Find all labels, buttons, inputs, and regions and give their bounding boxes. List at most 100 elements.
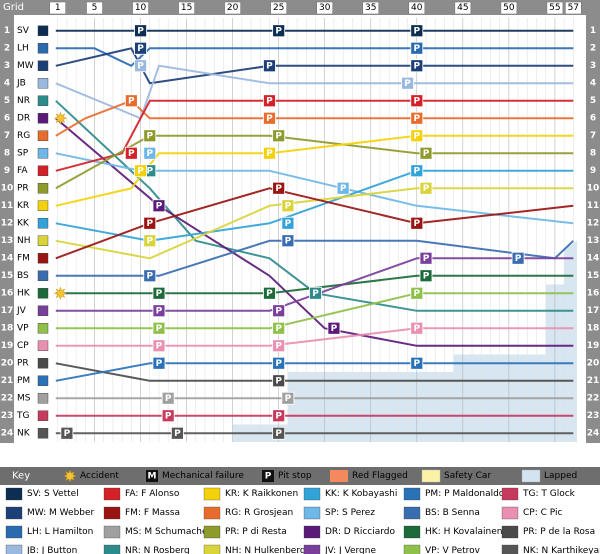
pit-stop-marker [410,356,424,370]
key-driver-swatch [303,544,321,554]
key-driver-label: CP: C Pic [523,508,562,518]
pit-stop-letter: P [423,149,430,159]
grid-color-swatch [37,375,49,386]
legend-mechanical-letter: M [148,472,157,482]
grid-driver-code: SP [17,148,29,158]
pit-stop-marker [152,286,166,300]
grid-position-number: 7 [4,131,10,141]
pit-stop-letter: P [413,166,420,176]
pit-stop-letter: P [275,131,282,141]
pit-stop-letter: P [423,184,430,194]
pit-stop-marker [161,409,175,423]
pit-stop-marker [281,234,295,248]
right-position-band [586,15,600,443]
key-driver-swatch [403,487,421,501]
grid-position-number: 8 [4,148,10,158]
pit-stop-marker [410,111,424,125]
pit-stop-letter: P [156,289,163,299]
grid-color-swatch [37,43,49,54]
pit-stop-letter: P [266,61,273,71]
pit-stop-marker [272,304,286,318]
lap-tick-label: 5 [92,3,98,13]
pit-stop-marker [134,164,147,178]
grid-position-number: 11 [1,201,14,211]
key-driver-swatch [303,506,321,520]
grid-color-swatch [37,253,49,264]
grid-driver-code: KR [17,201,29,211]
key-driver-swatch [5,487,23,501]
lap-tick-box [178,1,195,15]
pit-stop-letter: P [413,26,420,36]
grid-position-number: 15 [1,271,14,281]
pit-stop-marker [143,234,157,248]
grid-position-number: 17 [1,306,14,316]
finish-position-number: 9 [590,166,596,176]
grid-position-number: 20 [1,358,14,368]
key-driver-label: JV: J Vergne [324,546,376,554]
finish-position-number: 8 [590,148,596,158]
key-driver-swatch [5,544,23,554]
lap-tick-box [454,1,472,15]
pit-stop-marker [60,426,74,440]
grid-driver-code: TG [16,411,29,421]
legend-lapped-swatch [521,469,541,483]
pit-stop-marker [152,339,166,353]
finish-position-number: 2 [590,43,596,53]
lap-tick-box [316,1,334,15]
grid-driver-code: MW [17,61,34,71]
pit-stop-letter: P [285,219,292,229]
pit-stop-marker [272,409,286,423]
grid-color-swatch [37,25,49,36]
grid-color-swatch [37,165,49,176]
grid-position-number: 21 [1,376,14,386]
pit-stop-letter: P [285,236,292,246]
pit-stop-marker [410,216,424,230]
pit-stop-marker [410,94,424,108]
key-driver-label: PM: P Maldonaldo [425,489,505,499]
grid-color-swatch [37,305,49,316]
key-driver-label: MW: M Webber [27,508,95,518]
grid-color-swatch [37,323,49,334]
grid-position-number: 12 [1,218,14,228]
pit-stop-letter: P [266,149,273,159]
lap-tick-box [362,1,380,15]
pit-stop-marker [336,181,350,195]
pit-stop-letter: P [275,324,282,334]
finish-position-number: 3 [590,61,596,71]
pit-stop-marker [170,426,184,440]
grid-driver-code: MS [17,393,31,403]
grid-color-swatch [37,218,49,229]
position-trace-pr [55,362,574,382]
pit-stop-marker [263,146,276,160]
pit-stop-letter: P [275,359,282,369]
grid-color-swatch [37,148,49,159]
lap-tick-label: 40 [411,3,423,13]
key-driver-label: KK: K Kobayashi [325,489,397,499]
accident-icon [53,286,68,301]
key-driver-swatch [103,487,121,501]
grid-color-swatch [37,130,49,141]
pit-stop-letter: P [413,96,420,106]
pit-stop-marker [401,76,414,90]
pit-stop-letter: P [137,26,144,36]
pit-stop-marker [281,216,295,230]
position-trace-dr [55,117,574,347]
pit-stop-letter: P [285,201,292,211]
header-bar [0,0,600,15]
key-driver-swatch [303,487,321,501]
grid-position-number: 19 [1,341,14,351]
key-driver-swatch [203,506,221,520]
finish-position-number: 6 [590,113,596,123]
pit-stop-letter: P [137,61,144,71]
pit-stop-marker [272,24,286,38]
grid-driver-code: BS [17,271,29,281]
grid-color-swatch [37,358,49,369]
pit-stop-marker [281,199,295,213]
pit-stop-marker [272,356,286,370]
lap-tick-box [546,1,564,15]
pit-stop-letter: P [137,44,144,54]
grid-driver-code: FA [17,166,28,176]
pit-stop-marker [419,251,433,265]
lap-tick-label: 1 [55,3,61,13]
